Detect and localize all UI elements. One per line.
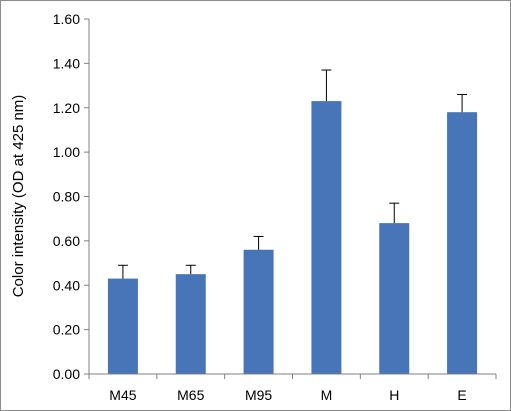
- error-bars: [117, 69, 468, 279]
- x-axis-ticks: M45 M65 M95 M H E: [88, 374, 497, 403]
- y-tick-label: 1.20: [53, 100, 80, 116]
- y-axis-ticks: 0.00 0.20 0.40 0.60 0.80 1.00 1.20 1.40 1.60: [53, 11, 89, 382]
- x-tick-label: M65: [177, 387, 204, 403]
- bar-series: [107, 101, 478, 374]
- y-tick-label: 1.60: [53, 11, 80, 27]
- bar-h: [379, 223, 410, 374]
- y-tick-label: 0.40: [53, 277, 80, 293]
- y-tick-label: 0.00: [53, 366, 80, 382]
- bar-m65: [175, 274, 206, 374]
- y-axis-title: Color intensity (OD at 425 nm): [10, 95, 27, 298]
- axes: [88, 19, 496, 375]
- x-tick-label: M: [321, 387, 333, 403]
- y-tick-label: 0.80: [53, 189, 80, 205]
- bar-m95: [243, 249, 274, 374]
- x-tick-label: M45: [109, 387, 136, 403]
- y-tick-label: 1.00: [53, 144, 80, 160]
- y-tick-label: 1.40: [53, 55, 80, 71]
- bar-e: [447, 112, 478, 374]
- x-tick-label: E: [457, 387, 466, 403]
- y-tick-label: 0.60: [53, 233, 80, 249]
- x-tick-label: M95: [245, 387, 272, 403]
- x-tick-label: H: [389, 387, 399, 403]
- y-tick-label: 0.20: [53, 322, 80, 338]
- bar-m: [311, 101, 342, 374]
- bar-m45: [107, 278, 138, 374]
